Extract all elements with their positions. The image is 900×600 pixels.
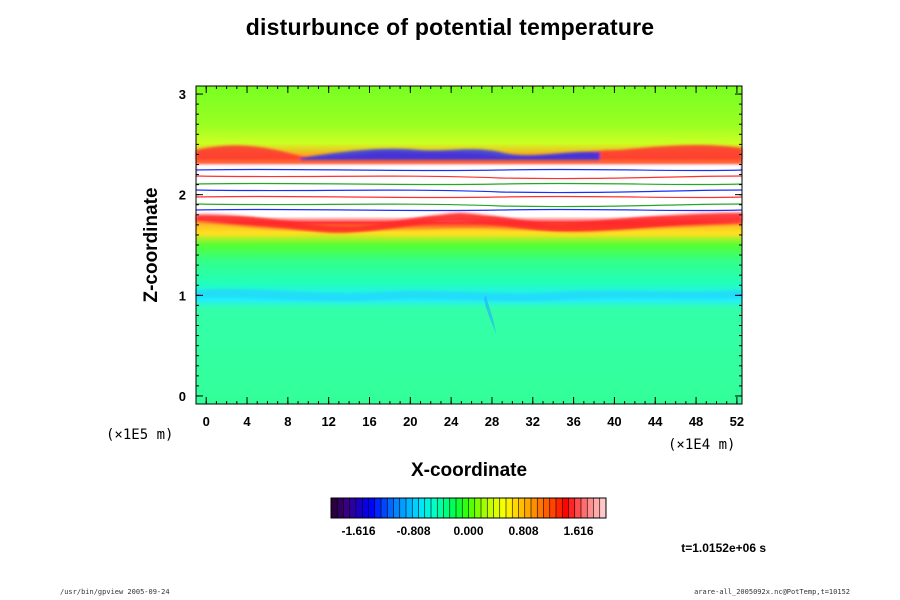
colorbar-cell [393,498,401,518]
colorbar-cell [468,498,476,518]
colorbar-cell [374,498,382,518]
lower-red-band [196,212,742,233]
x-tick-label: 20 [403,414,417,429]
colorbar-cell [574,498,582,518]
y-axis-ticks: 0 1 2 3 [179,87,742,404]
white-core [196,164,742,214]
x-tick-label: 48 [689,414,703,429]
colorbar-cell [556,498,563,518]
upper-blue-line [300,148,600,160]
y-axis-title: Z-coordinate [141,187,162,302]
time-label: t=1.0152e+06 s [681,541,766,555]
colorbar-cell [524,498,532,518]
x-tick-label: 24 [444,414,459,429]
colorbar-cell [512,498,519,518]
colorbar-cell [462,498,469,518]
colorbar-cell [493,498,501,518]
chart-title: disturbunce of potential temperature [245,14,655,40]
colorbar-cell [356,498,363,518]
upper-red-band [196,144,742,160]
colorbar-cell [543,498,551,518]
x-tick-label: 8 [284,414,291,429]
colorbar-tick-label: 0.000 [453,524,483,538]
lower-yellow-band [196,222,742,237]
colorbar-cell [474,498,482,518]
colorbar-tick-label: -0.808 [396,524,430,538]
x-tick-label: 28 [485,414,499,429]
colorbar-cell [581,498,588,518]
x-tick-label: 44 [648,414,663,429]
colorbar-tick-label: 0.808 [508,524,538,538]
colorbar-cell [337,498,344,518]
x-tick-label: 52 [730,414,744,429]
colorbar-tick-label: 1.616 [563,524,593,538]
colorbar-cell [437,498,444,518]
colorbar-tick-label: -1.616 [341,524,375,538]
x-tick-label: 4 [243,414,251,429]
colorbar-cell [418,498,426,518]
colorbar-cell [349,498,357,518]
x-axis-unit: (×1E4 m) [668,437,735,453]
colorbar-cell [343,498,351,518]
colorbar-cell [518,498,526,518]
colorbar-cell [443,498,451,518]
colorbar-cell [362,498,369,518]
x-tick-label: 40 [607,414,621,429]
colorbar-cell [549,498,557,518]
x-axis-ticks: 0 4 8 12 16 20 24 28 32 36 40 44 48 52 [195,86,744,429]
heatmap-field [195,86,743,404]
colorbar-cell [331,498,338,518]
layer-lines [195,168,743,212]
colorbar-cell [412,498,419,518]
colorbar-cell [593,498,601,518]
colorbar-cell [424,498,432,518]
colorbar-cell [537,498,544,518]
colorbar-cell [481,498,488,518]
x-tick-label: 16 [362,414,376,429]
y-tick-label: 3 [179,87,186,102]
plume [484,296,496,334]
x-tick-label: 0 [203,414,210,429]
y-tick-label: 0 [179,389,186,404]
colorbar-cell [599,498,607,518]
colorbar-frame [330,497,607,519]
footer-left: /usr/bin/gpview 2005-09-24 [60,588,170,596]
y-tick-label: 2 [179,188,186,203]
x-tick-label: 36 [566,414,580,429]
colorbar-cell [456,498,463,518]
colorbar [330,497,607,519]
x-axis-title: X-coordinate [411,460,527,481]
colorbar-cell [587,498,594,518]
footer-right: arare-all_2005092x.nc@PotTemp,t=10152 [694,588,850,596]
colorbar-cell [568,498,576,518]
colorbar-cell [431,498,438,518]
colorbar-cell [506,498,513,518]
colorbar-cell [368,498,376,518]
colorbar-cell [487,498,494,518]
colorbar-cell [499,498,507,518]
colorbar-cell [531,498,538,518]
colorbar-cell [449,498,457,518]
colorbar-ticks: -1.616 -0.808 0.000 0.808 1.616 [341,524,593,538]
field-background [196,86,742,404]
colorbar-cell [381,498,388,518]
x-tick-label: 32 [526,414,540,429]
cyan-band [196,289,742,302]
colorbar-cell [399,498,407,518]
colorbar-cell [562,498,569,518]
x-tick-label: 12 [321,414,335,429]
colorbar-cell [387,498,394,518]
colorbar-cell [406,498,413,518]
y-tick-label: 1 [179,288,186,303]
y-axis-unit: (×1E5 m) [106,427,173,443]
